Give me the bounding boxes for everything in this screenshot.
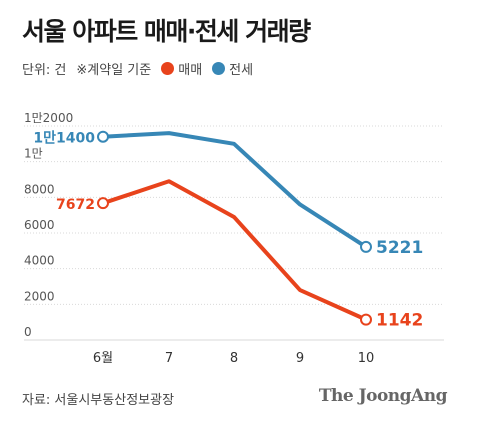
data-label: 5221 [376, 238, 423, 258]
y-tick-label: 6000 [24, 218, 55, 232]
legend-swatch-sale [161, 62, 175, 75]
x-tick-label: 9 [296, 351, 304, 366]
data-point-marker [360, 313, 372, 326]
legend: 단위: 건 ※계약일 기준 매매 전세 [22, 59, 263, 78]
y-tick-label: 1만2000 [24, 111, 73, 125]
series-line-jeonse [101, 131, 368, 249]
data-point-marker [97, 197, 109, 210]
data-point-marker [360, 240, 372, 253]
legend-item-jeonse: 전세 [212, 59, 253, 78]
legend-swatch-jeonse [212, 62, 226, 75]
y-tick-label: 2000 [24, 289, 55, 303]
y-tick-label: 4000 [24, 254, 55, 268]
legend-label-sale: 매매 [178, 63, 203, 78]
x-tick-label: 6월 [93, 351, 113, 366]
legend-item-sale: 매매 [161, 59, 202, 78]
source-note: 자료: 서울시부동산정보광장 [22, 393, 175, 408]
data-label: 1만1400 [33, 131, 95, 147]
unit-label: 단위: 건 [22, 63, 67, 78]
x-tick-label: 7 [165, 351, 173, 366]
x-tick-label: 10 [358, 351, 375, 366]
data-point-marker [97, 130, 109, 143]
y-tick-label: 1만 [24, 147, 43, 161]
x-tick-label: 8 [230, 351, 238, 366]
chart-title: 서울 아파트 매매·전세 거래량 [22, 17, 311, 46]
y-tick-label: 8000 [24, 182, 55, 196]
data-label: 1142 [376, 311, 423, 331]
series-line-sale [101, 179, 368, 322]
basis-note: ※계약일 기준 [76, 63, 152, 78]
data-label: 7672 [56, 197, 95, 213]
legend-label-jeonse: 전세 [229, 63, 254, 78]
y-tick-label: 0 [24, 325, 32, 339]
brand-logo: The JoongAng [318, 386, 448, 406]
